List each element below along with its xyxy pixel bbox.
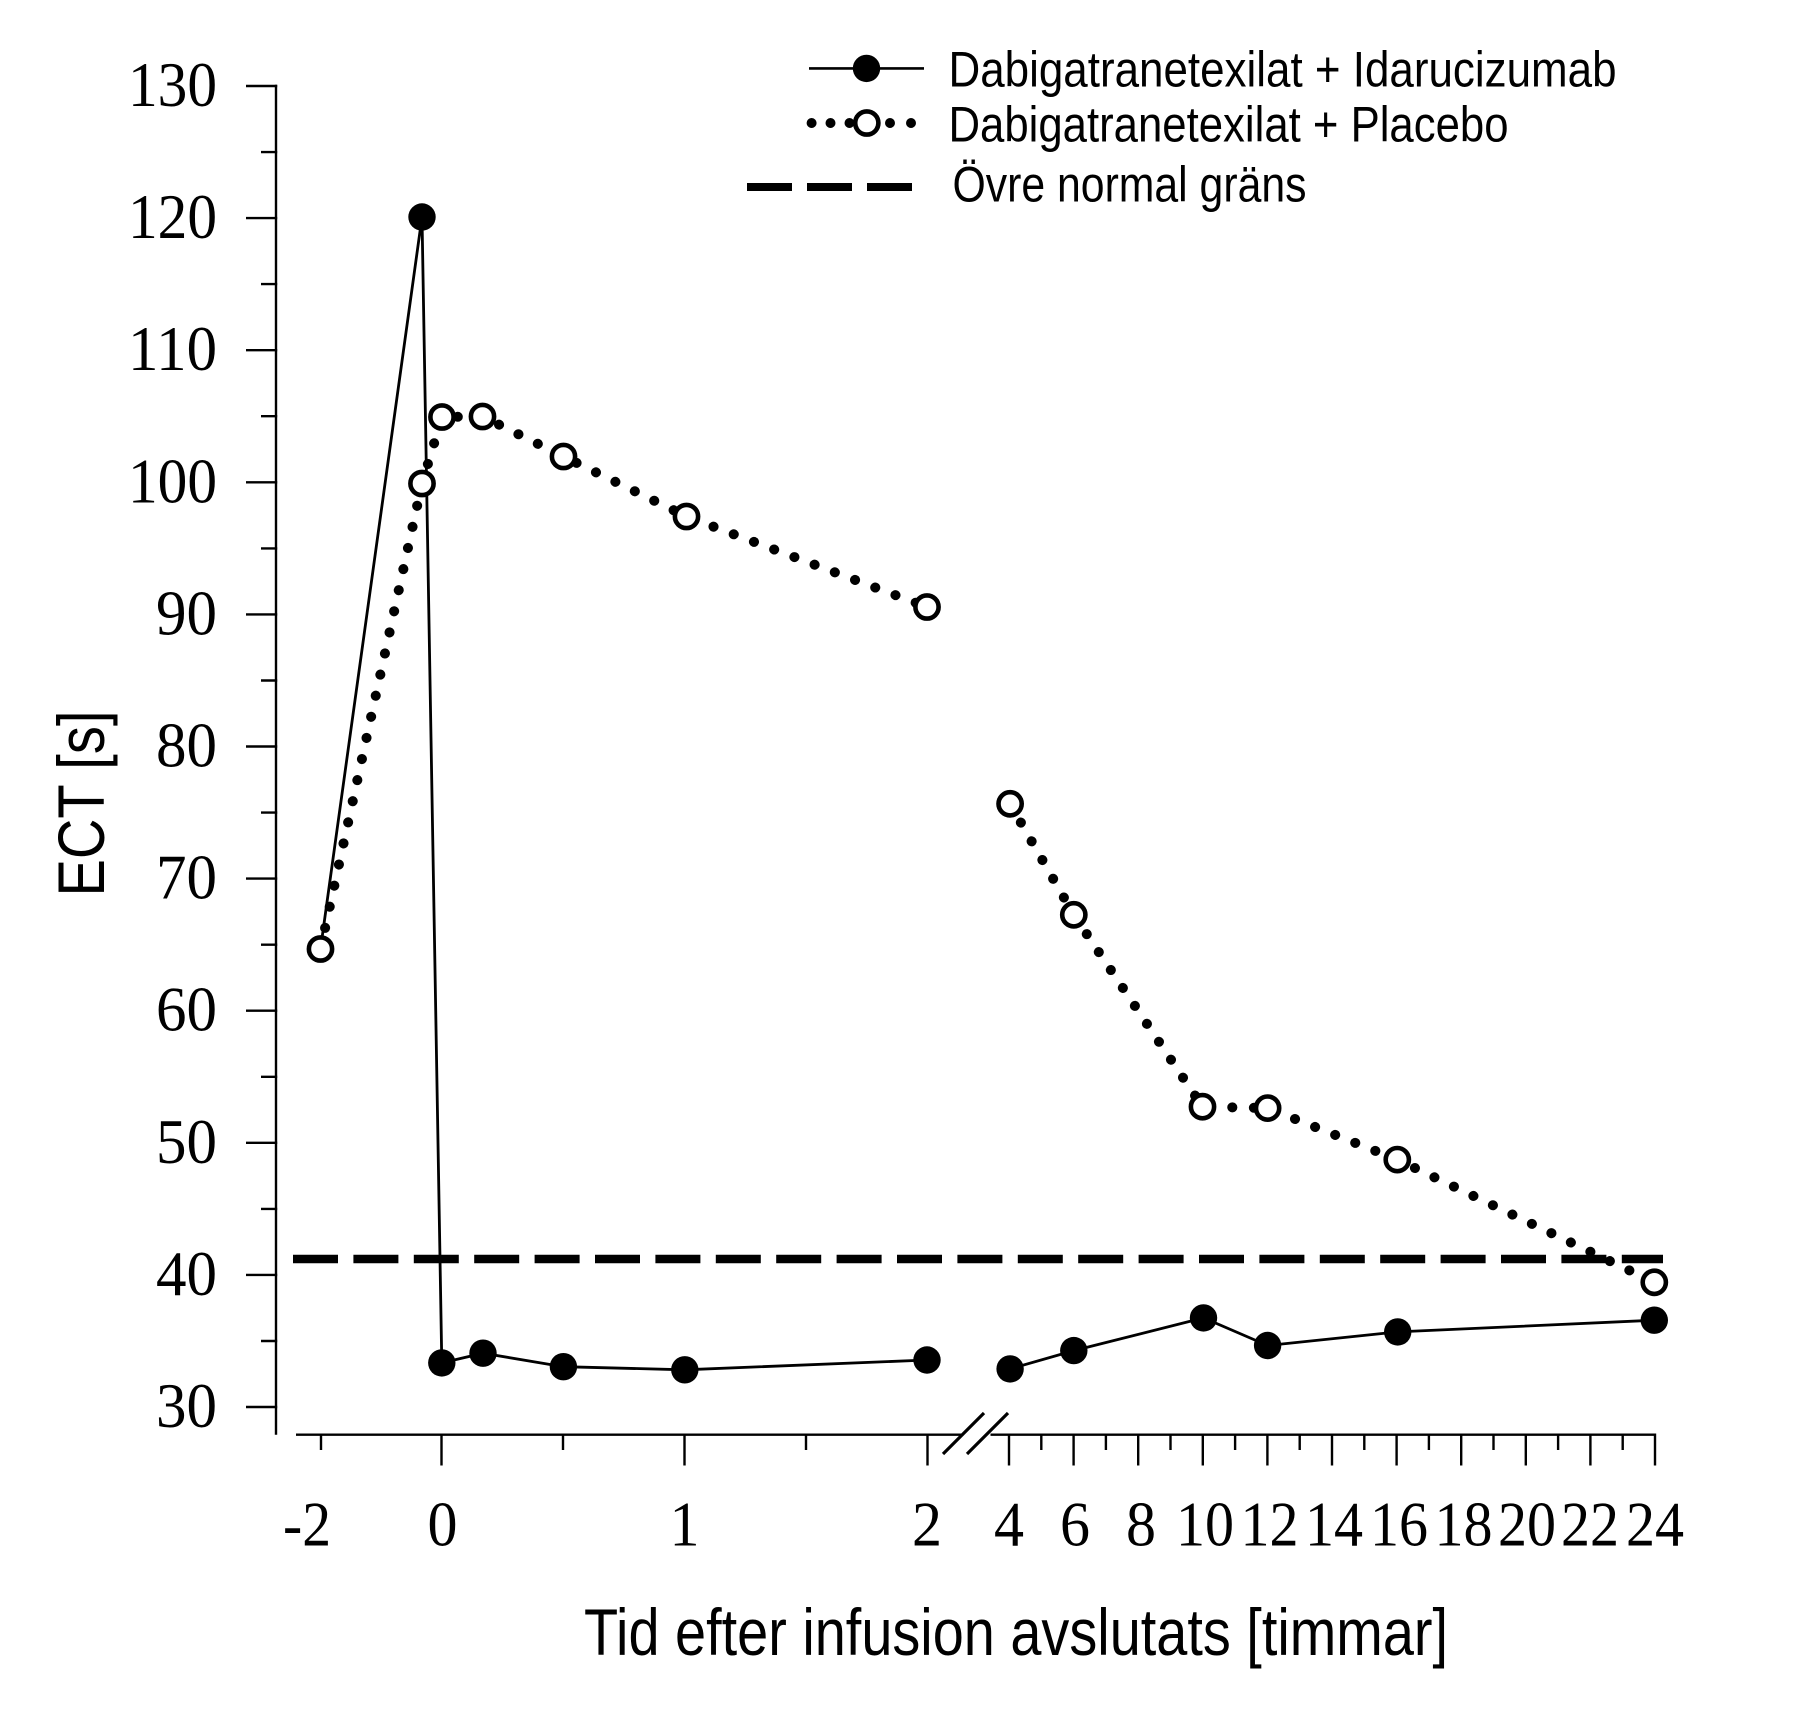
- svg-text:80: 80: [156, 710, 217, 781]
- svg-text:-2: -2: [283, 1489, 331, 1560]
- svg-text:18: 18: [1435, 1489, 1493, 1560]
- svg-text:70: 70: [156, 842, 217, 913]
- svg-text:6: 6: [1060, 1489, 1090, 1560]
- svg-text:120: 120: [128, 181, 217, 252]
- svg-text:1: 1: [670, 1489, 700, 1560]
- svg-text:14: 14: [1305, 1489, 1363, 1560]
- svg-text:60: 60: [156, 974, 217, 1045]
- svg-text:130: 130: [128, 49, 217, 120]
- svg-text:30: 30: [156, 1370, 217, 1441]
- svg-text:8: 8: [1126, 1489, 1156, 1560]
- svg-text:40: 40: [156, 1238, 217, 1309]
- svg-text:24: 24: [1626, 1489, 1684, 1560]
- svg-text:Dabigatranetexilat + Idarucizu: Dabigatranetexilat + Idarucizumab: [949, 42, 1617, 98]
- svg-text:2: 2: [912, 1489, 942, 1560]
- svg-text:16: 16: [1370, 1489, 1428, 1560]
- svg-text:0: 0: [428, 1489, 458, 1560]
- svg-text:20: 20: [1498, 1489, 1556, 1560]
- svg-text:Tid efter infusion avslutats [: Tid efter infusion avslutats [timmar]: [584, 1595, 1448, 1669]
- svg-text:110: 110: [128, 313, 217, 384]
- svg-text:12: 12: [1241, 1489, 1299, 1560]
- svg-text:90: 90: [156, 577, 217, 648]
- svg-text:100: 100: [128, 445, 217, 516]
- svg-text:4: 4: [994, 1489, 1024, 1560]
- svg-text:Dabigatranetexilat + Placebo: Dabigatranetexilat + Placebo: [949, 96, 1509, 152]
- svg-text:22: 22: [1561, 1489, 1619, 1560]
- svg-text:10: 10: [1176, 1489, 1234, 1560]
- svg-text:50: 50: [156, 1106, 217, 1177]
- svg-text:ECT [s]: ECT [s]: [44, 711, 118, 897]
- svg-text:Övre normal gräns: Övre normal gräns: [953, 157, 1307, 213]
